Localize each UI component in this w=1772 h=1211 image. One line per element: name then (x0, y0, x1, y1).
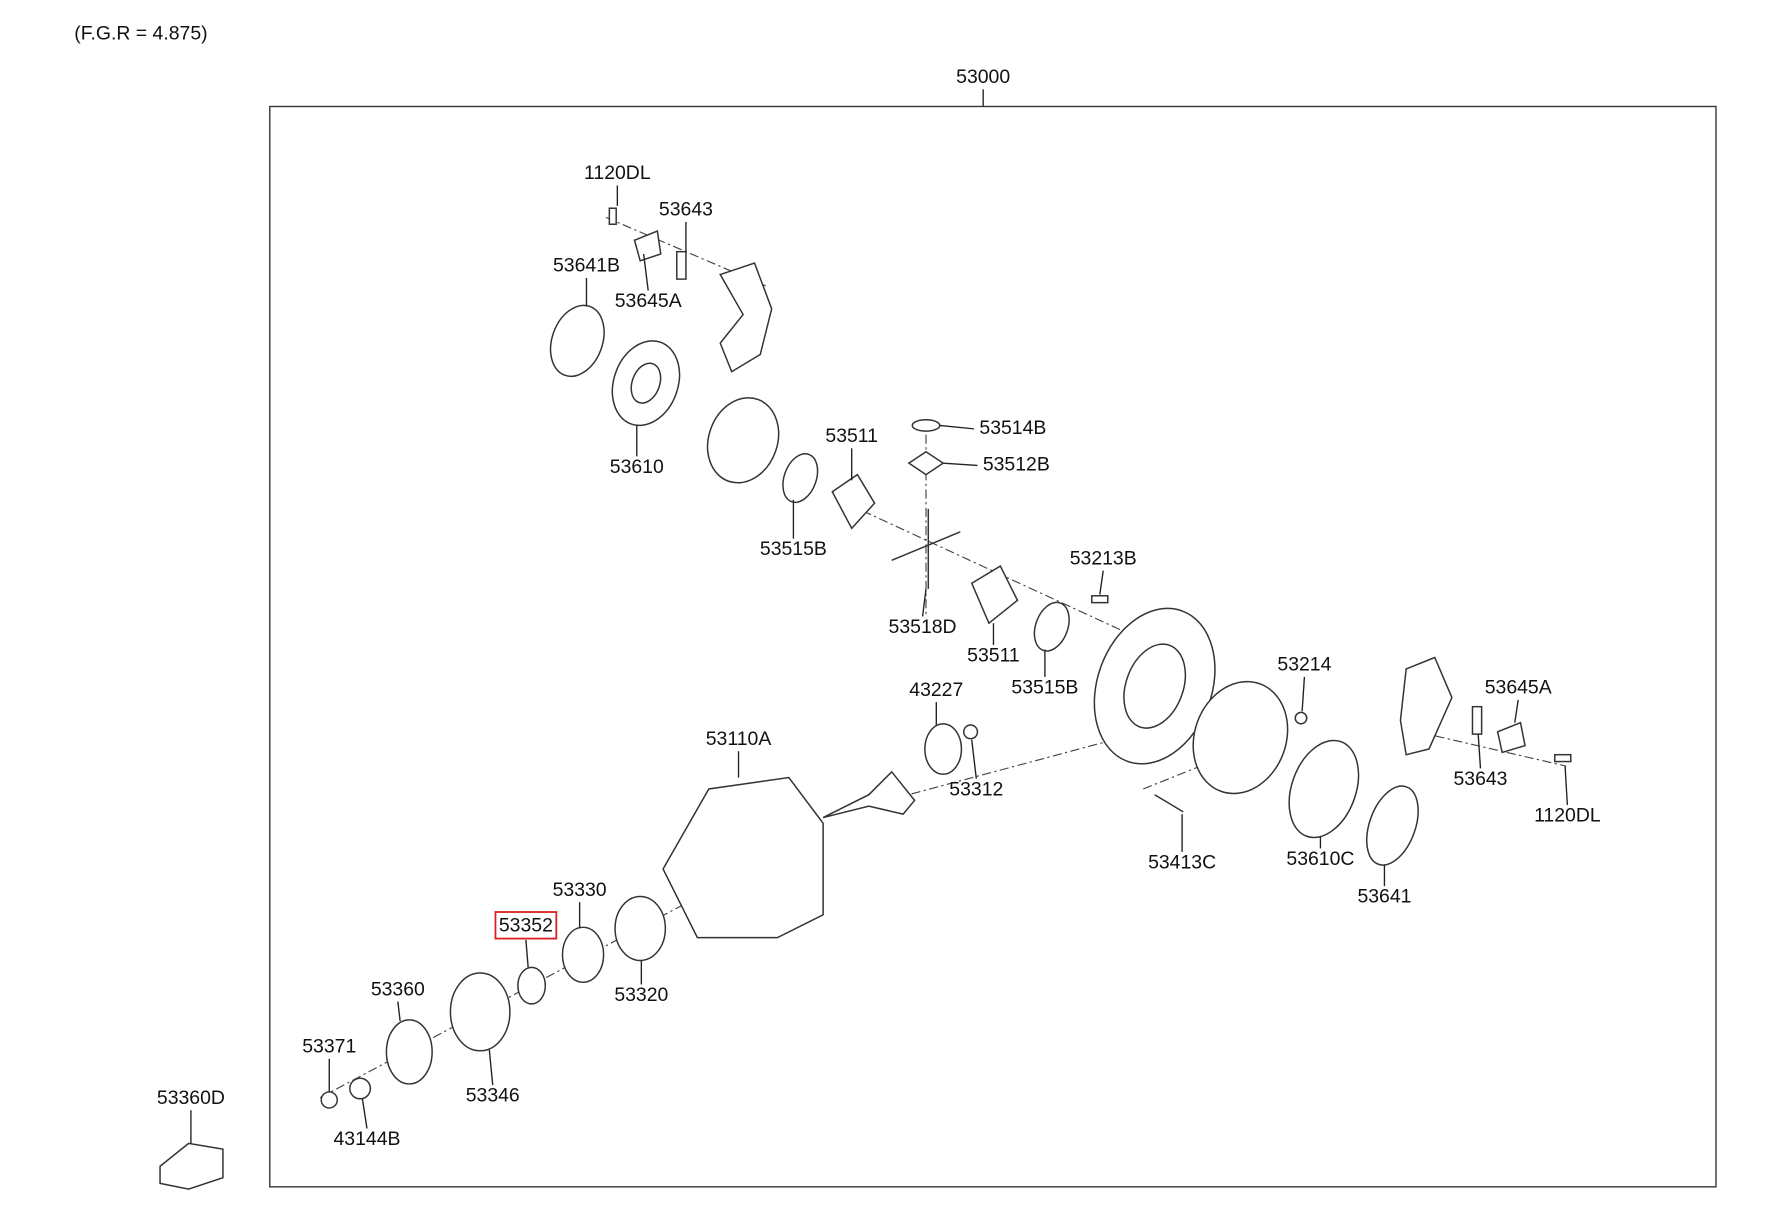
part-number: 53512B (983, 454, 1050, 476)
part-number: 53643 (659, 199, 713, 221)
gear-ratio-note: (F.G.R = 4.875) (74, 23, 207, 45)
center-lines (319, 216, 1567, 1099)
part-number: 53511 (825, 425, 878, 447)
part-number: 43227 (909, 679, 963, 701)
part-number: 53511 (967, 644, 1020, 666)
part-number: 53360D (157, 1087, 225, 1109)
part-number: 53645A (1485, 677, 1552, 699)
part-number: 53213B (1070, 547, 1137, 569)
part-number: 53214 (1277, 654, 1331, 676)
part-number: 53312 (949, 778, 1003, 800)
leader-line (1564, 766, 1569, 806)
part-number: 53330 (553, 879, 607, 901)
leader-line (525, 939, 529, 968)
part-number: 53641B (553, 255, 620, 277)
leader-line (1477, 734, 1482, 769)
part-number: 53515B (760, 538, 827, 560)
part-number: 53610 (610, 456, 664, 478)
leader-line (943, 462, 978, 467)
part-number: 1120DL (584, 162, 651, 184)
leader-line (642, 253, 649, 291)
part-number: 53610C (1286, 848, 1354, 870)
highlight-box (494, 911, 558, 940)
part-labels: 1120DL 53643 53641B 53645A 53610 53514B 53511 5… (157, 162, 1601, 1150)
leader-line (488, 1049, 494, 1086)
leader-line (921, 588, 927, 617)
leader-line (939, 424, 975, 430)
part-number: 53515B (1011, 677, 1078, 699)
assembly-frame (269, 105, 1717, 1188)
leader-line (1301, 676, 1306, 712)
leader-line (397, 1001, 401, 1022)
part-number: 53320 (614, 984, 668, 1006)
part-number: 53346 (466, 1085, 520, 1107)
part-number: 53371 (302, 1035, 356, 1057)
part-number: 53518D (889, 616, 957, 638)
part-number: 53413C (1148, 851, 1216, 873)
part-number: 53645A (615, 290, 682, 312)
leader-line (361, 1098, 368, 1129)
part-number: 1120DL (1534, 805, 1601, 827)
part-number: 53352 (499, 914, 553, 936)
leader-line (1514, 699, 1519, 723)
leader-line (1099, 570, 1104, 595)
part-number: 53641 (1357, 886, 1411, 908)
part-number: 53360 (371, 978, 425, 1000)
assembly-number: 53000 (956, 66, 1010, 88)
part-number: 53643 (1453, 768, 1507, 790)
leader-line (971, 739, 977, 779)
part-number: 53514B (979, 417, 1046, 439)
part-number: 53110A (706, 728, 772, 750)
part-number: 43144B (333, 1128, 400, 1150)
part-drawings (159, 207, 1572, 1190)
